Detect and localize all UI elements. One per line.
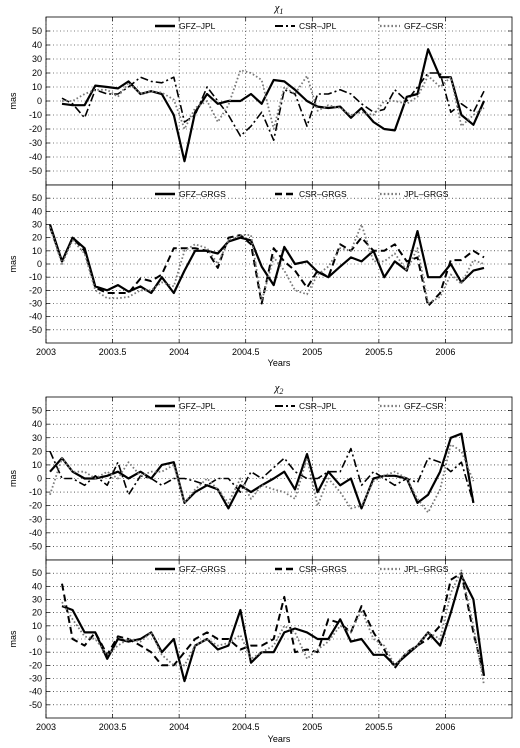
chart-panel-3: -50 -40 -30 -20 -10 0 10 20 30 40 50 mas χ2 GFZ–JPL CS… xyxy=(8,382,513,561)
legend-label-1: GFZ–JPL xyxy=(179,21,216,31)
y-axis-label: mas xyxy=(8,470,18,488)
x-axis-label: Years xyxy=(268,734,291,744)
legend-label-2: CSR–GRGS xyxy=(299,564,347,574)
series-line-1 xyxy=(61,48,486,163)
legend-label-2: CSR–JPL xyxy=(299,21,337,31)
x-tick-label: 2006 xyxy=(435,722,455,732)
y-tick-label: -50 xyxy=(29,166,42,176)
chart-title: χ2 xyxy=(274,382,284,396)
legend-label-1: GFZ–JPL xyxy=(179,401,216,411)
y-tick-label: 0 xyxy=(37,634,42,644)
y-tick-label: -40 xyxy=(29,528,42,538)
legend-label-3: GFZ–CSR xyxy=(404,21,444,31)
x-tick-label: 2004.5 xyxy=(232,722,260,732)
y-tick-label: 20 xyxy=(32,68,42,78)
y-tick-label: 40 xyxy=(32,419,42,429)
y-tick-label: 0 xyxy=(37,259,42,269)
y-tick-label: 10 xyxy=(32,621,42,631)
legend-label-3: GFZ–CSR xyxy=(404,401,444,411)
y-tick-label: 30 xyxy=(32,54,42,64)
series-line-3 xyxy=(49,223,485,305)
x-tick-label: 2004.5 xyxy=(232,347,260,357)
x-tick-label: 2003 xyxy=(36,347,56,357)
y-tick-label: 50 xyxy=(32,193,42,203)
chart-title: χ1 xyxy=(274,2,284,16)
y-tick-label: -20 xyxy=(29,124,42,134)
y-tick-label: 50 xyxy=(32,26,42,36)
y-tick-label: 10 xyxy=(32,82,42,92)
legend-label-1: GFZ–GRGS xyxy=(179,189,226,199)
y-tick-label: 50 xyxy=(32,568,42,578)
series-line-1 xyxy=(49,432,475,510)
y-tick-label: -30 xyxy=(29,299,42,309)
chart-panel-4: -50 -40 -30 -20 -10 0 10 20 30 40 50 2003 2003.5 2004… xyxy=(8,559,513,744)
y-tick-label: -50 xyxy=(29,541,42,551)
legend-label-3: JPL–GRGS xyxy=(404,564,449,574)
x-tick-label: 2003 xyxy=(36,722,56,732)
series-line-3 xyxy=(62,69,485,130)
x-tick-label: 2004 xyxy=(169,347,189,357)
x-tick-label: 2004 xyxy=(169,722,189,732)
y-tick-label: 20 xyxy=(32,446,42,456)
y-tick-label: -40 xyxy=(29,312,42,322)
y-tick-label: 30 xyxy=(32,433,42,443)
y-tick-label: -50 xyxy=(29,325,42,335)
y-tick-label: 40 xyxy=(32,40,42,50)
chart-panel-1: -50 -40 -30 -20 -10 0 10 20 30 40 50 mas χ1 GFZ–JPL CS… xyxy=(8,2,513,186)
legend-label-2: CSR–GRGS xyxy=(299,189,347,199)
y-tick-label: -40 xyxy=(29,152,42,162)
y-tick-label: 10 xyxy=(32,460,42,470)
y-tick-label: 20 xyxy=(32,233,42,243)
series-line-2 xyxy=(61,72,485,141)
y-tick-label: 30 xyxy=(32,220,42,230)
x-axis-label: Years xyxy=(268,358,291,368)
y-tick-label: -30 xyxy=(29,674,42,684)
y-tick-label: 0 xyxy=(37,96,42,106)
y-tick-label: -10 xyxy=(29,487,42,497)
y-tick-label: -10 xyxy=(29,647,42,657)
y-tick-label: 10 xyxy=(32,246,42,256)
x-tick-label: 2006 xyxy=(435,347,455,357)
y-tick-label: -10 xyxy=(29,110,42,120)
y-tick-label: 50 xyxy=(32,406,42,416)
y-axis-label: mas xyxy=(8,255,18,273)
y-tick-label: -40 xyxy=(29,687,42,697)
x-tick-label: 2003.5 xyxy=(99,347,127,357)
legend-label-1: GFZ–GRGS xyxy=(179,564,226,574)
series-line-3 xyxy=(61,569,485,686)
x-tick-label: 2005.5 xyxy=(365,347,393,357)
y-axis-label: mas xyxy=(8,92,18,110)
chart-panel-2: -50 -40 -30 -20 -10 0 10 20 30 40 50 2003 2003.5 2004… xyxy=(8,184,513,368)
x-tick-label: 2005 xyxy=(302,347,322,357)
x-tick-label: 2005.5 xyxy=(365,722,393,732)
y-tick-label: -10 xyxy=(29,272,42,282)
legend-label-3: JPL–GRGS xyxy=(404,189,449,199)
y-tick-label: 40 xyxy=(32,581,42,591)
y-tick-label: -30 xyxy=(29,514,42,524)
y-tick-label: 40 xyxy=(32,206,42,216)
legend-label-2: CSR–JPL xyxy=(299,401,337,411)
x-tick-label: 2003.5 xyxy=(99,722,127,732)
y-tick-label: 30 xyxy=(32,595,42,605)
y-tick-label: 20 xyxy=(32,608,42,618)
x-tick-label: 2005 xyxy=(302,722,322,732)
y-tick-label: 0 xyxy=(37,474,42,484)
y-tick-label: -50 xyxy=(29,700,42,710)
y-axis-label: mas xyxy=(8,630,18,648)
y-tick-label: -20 xyxy=(29,660,42,670)
y-tick-label: -20 xyxy=(29,501,42,511)
y-tick-label: -20 xyxy=(29,285,42,295)
y-tick-label: -30 xyxy=(29,138,42,148)
